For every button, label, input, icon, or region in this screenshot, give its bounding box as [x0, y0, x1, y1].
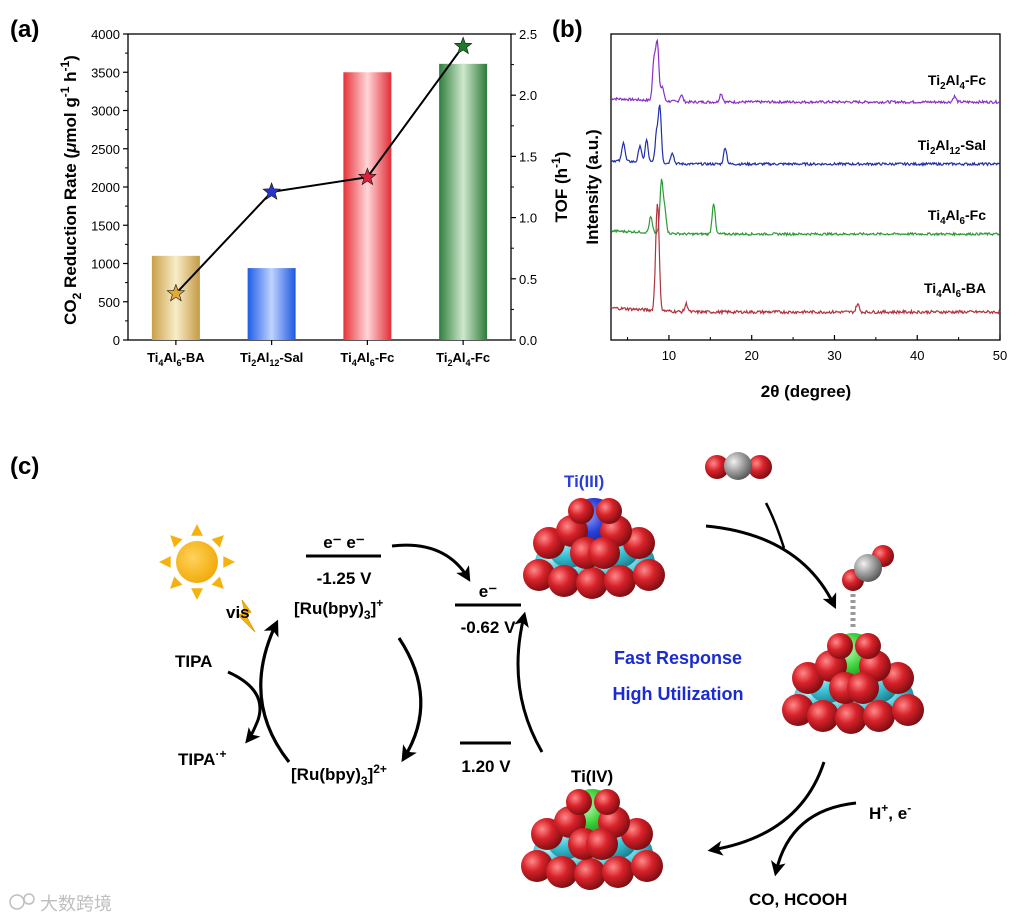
tof-point-Ti4Al6-BA	[166, 283, 186, 302]
ti3-label: Ti(III)	[564, 472, 604, 491]
chart-a: 0 500 1000 1500 2000 2500 3000 3500 4000 0.0 0.5 1…	[58, 27, 571, 368]
cluster-ti4-model	[521, 789, 663, 890]
bar-Ti4Al6-Fc	[343, 72, 392, 340]
sun-icon	[159, 524, 235, 600]
arrow-level-up	[514, 611, 544, 753]
cluster-ti3-model	[523, 498, 665, 599]
co2-molecule-bound	[842, 545, 894, 628]
tof-line	[175, 45, 464, 295]
arrow-ru-excitation	[259, 619, 291, 763]
tof-point-Ti2Al12-Sal	[262, 182, 282, 200]
chart-b-frame	[610, 33, 1001, 341]
chart-b-xlabel: 2θ (degree)	[761, 382, 851, 401]
chart-a-ylabel: CO2 Reduction Rate (μmol g-1 h-1)	[58, 55, 84, 325]
xrd-series-label: Ti4Al6-BA	[924, 280, 986, 300]
bar-Ti2Al12-Sal	[247, 268, 296, 340]
xrd-pattern	[610, 104, 1001, 167]
category-label: Ti2Al12-Sal	[240, 350, 303, 368]
arrow-ru-oxidation	[397, 637, 423, 763]
ytick-label: 0	[113, 333, 120, 348]
category-label: Ti4Al6-Fc	[340, 350, 394, 368]
chart-b: Ti2Al4-Fc Ti2Al12-Sal Ti4Al6-Fc Ti4Al6-BA 1…	[583, 33, 1007, 401]
cluster-co2-bound-model	[782, 633, 924, 734]
y2tick-label: 2.5	[519, 27, 537, 42]
xrd-pattern	[610, 203, 1001, 316]
sun-ray	[191, 588, 203, 600]
ytick-label: 2500	[91, 142, 120, 157]
fast-response-label: Fast Response	[614, 648, 742, 668]
sun-ray	[170, 576, 183, 589]
ti4-label: Ti(IV)	[571, 767, 613, 786]
level-top-electrons: e⁻ e⁻	[323, 533, 365, 552]
xtick-label: 50	[993, 348, 1007, 363]
ru-reduced-label: [Ru(bpy)3]+	[294, 596, 383, 622]
xrd-pattern	[610, 178, 1001, 237]
watermark: 大数跨境	[9, 893, 112, 914]
panel-label-b: (b)	[552, 16, 583, 43]
tipa-label: TIPA	[175, 652, 212, 671]
arrow-electron-transfer	[391, 543, 471, 582]
xtick-label: 40	[910, 348, 924, 363]
xtick-label: 20	[744, 348, 758, 363]
level-mid-electron: e⁻	[479, 582, 497, 601]
products-label: CO, HCOOH	[749, 890, 847, 909]
ru-ground-label: [Ru(bpy)3]2+	[291, 762, 387, 788]
sun-ray	[159, 556, 171, 568]
bar-Ti4Al6-BA	[151, 255, 200, 340]
sun-ray	[191, 524, 203, 536]
y2tick-label: 1.5	[519, 149, 537, 164]
arrow-co2-feed	[764, 502, 786, 549]
co2-molecule-free	[705, 452, 772, 480]
y2tick-label: 1.0	[519, 211, 537, 226]
high-utilization-label: High Utilization	[613, 684, 744, 704]
bar-Ti2Al4-Fc	[439, 63, 488, 341]
panel-label-a: (a)	[10, 16, 39, 43]
svg-text:大数跨境: 大数跨境	[40, 894, 112, 914]
tipa-oxidized-label: TIPA·+	[178, 747, 226, 769]
arrow-reduction	[707, 761, 826, 856]
sun-ray	[223, 556, 235, 568]
xrd-series-label: Ti2Al4-Fc	[928, 72, 986, 92]
sun-ray	[211, 576, 224, 589]
level-low-value: 1.20 V	[461, 757, 511, 776]
level-mid-value: -0.62 V	[461, 618, 516, 637]
vis-label: vis	[226, 603, 250, 622]
category-label: Ti2Al4-Fc	[436, 350, 490, 368]
xrd-series-label: Ti2Al12-Sal	[918, 137, 986, 157]
lightning-icon	[237, 599, 256, 633]
xtick-label: 30	[827, 348, 841, 363]
chart-b-ylabel: Intensity (a.u.)	[583, 129, 602, 244]
tof-point-Ti2Al4-Fc	[453, 36, 473, 55]
tof-point-Ti4Al6-Fc	[357, 167, 377, 186]
ytick-label: 3000	[91, 104, 120, 119]
xrd-pattern	[610, 38, 1001, 105]
ytick-label: 3500	[91, 65, 120, 80]
panel-label-c: (c)	[10, 453, 39, 480]
level-top-value: -1.25 V	[317, 569, 372, 588]
y2tick-label: 2.0	[519, 88, 537, 103]
protons-electrons-label: H+, e-	[869, 801, 911, 823]
y2tick-label: 0.0	[519, 333, 537, 348]
chart-a-y2label: TOF (h-1)	[549, 152, 571, 223]
sun-ray	[170, 535, 183, 548]
ytick-label: 1500	[91, 218, 120, 233]
arrow-co2-binding	[705, 524, 837, 610]
ytick-label: 500	[98, 295, 120, 310]
xrd-series-label: Ti4Al6-Fc	[928, 207, 986, 227]
y2tick-label: 0.5	[519, 272, 537, 287]
xtick-label: 10	[662, 348, 676, 363]
category-label: Ti4Al6-BA	[147, 350, 205, 368]
arrow-products	[771, 801, 857, 877]
scheme: vis e⁻ e⁻ -1.25 V e⁻ -0.62 V 1.20 V [Ru(…	[9, 452, 924, 914]
ytick-label: 4000	[91, 27, 120, 42]
sun-ray	[211, 535, 224, 548]
ytick-label: 2000	[91, 180, 120, 195]
ytick-label: 1000	[91, 257, 120, 272]
arrow-tipa-oxidation	[227, 670, 262, 744]
